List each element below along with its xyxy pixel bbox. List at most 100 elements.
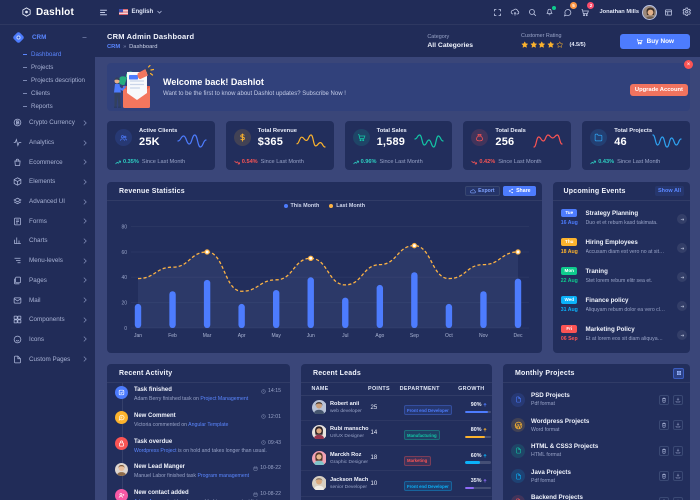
export-button[interactable]: Export <box>464 186 500 196</box>
lead-name-cell: Jackson Mach senior Developer <box>311 476 371 491</box>
fullscreen-icon[interactable] <box>488 3 506 21</box>
activity-time-value: 10-08-22 <box>260 491 281 498</box>
sidebar-subitem-dashboard[interactable]: Dashboard <box>0 48 95 61</box>
banner-close-button[interactable]: × <box>684 60 693 69</box>
sidebar-item-components[interactable]: Components <box>0 310 95 330</box>
event-open-button[interactable] <box>677 214 687 224</box>
lead-growth-bar <box>464 410 491 414</box>
project-title: PSD Projects <box>531 392 570 400</box>
project-format: Pdf format <box>531 477 555 484</box>
lead-growth-fill <box>464 461 481 464</box>
breadcrumb-current: Dashboard <box>129 44 158 50</box>
sidebar-item-elements[interactable]: Elements <box>0 172 95 192</box>
sidebar-item-forms[interactable]: Forms <box>0 211 95 231</box>
event-description: Et at lorem eos sit diam aliquyam volupt… <box>585 336 666 342</box>
download-button[interactable] <box>673 445 683 456</box>
activity-link[interactable]: Wordpress Project <box>134 447 177 454</box>
sidebar-subitem-projects[interactable]: Projects <box>0 61 95 74</box>
sidebar-item-menu-levels[interactable]: Menu-levels <box>0 251 95 271</box>
activity-link[interactable]: Project Management <box>200 396 249 402</box>
sidebar-item-icons[interactable]: Icons <box>0 330 95 350</box>
activity-link[interactable]: Program management <box>197 473 250 480</box>
chevron-right-icon <box>83 277 87 284</box>
sidebar-item-crm[interactable]: CRM <box>0 27 95 48</box>
activity-title: Recent Activity <box>119 369 173 377</box>
projects-options-button[interactable] <box>673 367 684 379</box>
delete-button[interactable] <box>659 471 669 482</box>
buy-now-button[interactable]: Buy Now <box>619 33 690 49</box>
sidebar-subitem-clients[interactable]: Clients <box>0 87 95 100</box>
cart-icon <box>352 129 370 146</box>
event-open-button[interactable] <box>677 243 687 253</box>
project-format: Pdf format <box>531 401 555 408</box>
upgrade-account-button[interactable]: Upgrade Account <box>629 83 688 96</box>
app-logo[interactable]: Dashlot <box>0 7 95 18</box>
sidebar-subitem-reports[interactable]: Reports <box>0 100 95 113</box>
breadcrumb-section[interactable]: CRM <box>107 44 121 50</box>
form-icon <box>13 217 22 226</box>
lead-growth-value: 90% <box>471 402 487 408</box>
sidebar-item-advanced-ui[interactable]: Advanced UI <box>0 192 95 212</box>
components-icon <box>13 315 22 324</box>
stat-since-label: Since Last Month <box>141 159 186 165</box>
chevron-right-icon <box>83 317 87 323</box>
lead-department: Front end Developer <box>403 399 465 417</box>
messages-icon[interactable]: 5 <box>558 2 577 21</box>
sidebar-item-crypto-currency[interactable]: Crypto Currency <box>0 113 95 133</box>
sidebar-item-pages[interactable]: Pages <box>0 271 95 291</box>
subitem-bullet <box>23 67 27 68</box>
sidebar-toggle-icon[interactable] <box>95 3 113 21</box>
leads-table-body: Robert anii web developer 25 Front end Deve… <box>301 396 492 497</box>
delete-button[interactable] <box>659 445 669 456</box>
banner-title: Welcome back! Dashlot <box>163 77 264 87</box>
sidebar-item-mail[interactable]: Mail <box>0 290 95 310</box>
file-icon <box>511 443 525 458</box>
activity-main: Task overdue Wordpress Project is on hold… <box>134 437 284 461</box>
settings-gear-icon[interactable] <box>678 3 696 21</box>
download-button[interactable] <box>673 420 683 431</box>
activity-time-value: 10-08-22 <box>260 465 281 472</box>
sidebar-item-ecommerce[interactable]: Ecommerce <box>0 152 95 172</box>
event-open-button[interactable] <box>677 330 687 340</box>
event-open-button[interactable] <box>677 272 687 282</box>
delete-button[interactable] <box>659 420 669 431</box>
language-selector[interactable]: English <box>118 9 163 15</box>
lead-growth-value: 35% <box>471 478 487 484</box>
cloud-upload-icon[interactable] <box>506 3 524 21</box>
sidebar-item-charts[interactable]: Charts <box>0 231 95 251</box>
logo-hexagon-icon <box>21 6 32 18</box>
leads-column-points: POINTS <box>368 386 390 393</box>
search-icon[interactable] <box>523 3 541 21</box>
download-button[interactable] <box>673 496 683 500</box>
activity-main: New Comment Victoria commented on Angular… <box>134 411 284 435</box>
event-main: Marketing Policy Et at lorem eos sit diam… <box>586 325 666 350</box>
event-open-button[interactable] <box>677 301 687 311</box>
activity-link[interactable]: Angular Template <box>188 421 229 428</box>
delete-button[interactable] <box>659 496 669 500</box>
rating-label: Customer Rating <box>521 33 562 40</box>
notifications-bell-icon[interactable] <box>541 3 559 21</box>
stat-sparkline <box>295 132 327 150</box>
collapse-minus-icon <box>82 35 87 40</box>
sidebar-subitem-projects-description[interactable]: Projects description <box>0 74 95 87</box>
show-all-button[interactable]: Show All <box>654 186 684 196</box>
stat-card-active-clients: Active Clients 25K 0.35% Since Last Month <box>107 121 215 170</box>
activity-item-3: New Lead Manger Manuel Labor finished tas… <box>107 461 290 487</box>
apps-grid-icon[interactable] <box>660 3 678 21</box>
event-day: Mon <box>561 267 578 275</box>
event-title: Hiring Employees <box>585 239 638 246</box>
delete-button[interactable] <box>659 394 669 405</box>
share-button[interactable]: Share <box>502 186 536 196</box>
bitcoin-icon <box>13 118 22 127</box>
cart-icon[interactable]: 2 <box>576 2 595 21</box>
department-badge: Front end Developer <box>403 481 453 492</box>
download-button[interactable] <box>673 394 683 405</box>
user-name[interactable]: Jonathan Mills <box>599 9 639 15</box>
sidebar-item-analytics[interactable]: Analytics <box>0 133 95 153</box>
sidebar-item-custom-pages[interactable]: Custom Pages <box>0 349 95 369</box>
download-button[interactable] <box>673 471 683 482</box>
growth-percent: 35% <box>470 478 482 485</box>
user-avatar[interactable] <box>642 4 657 20</box>
activity-item-0: Task finished Adam Berry finished task on… <box>107 384 290 410</box>
